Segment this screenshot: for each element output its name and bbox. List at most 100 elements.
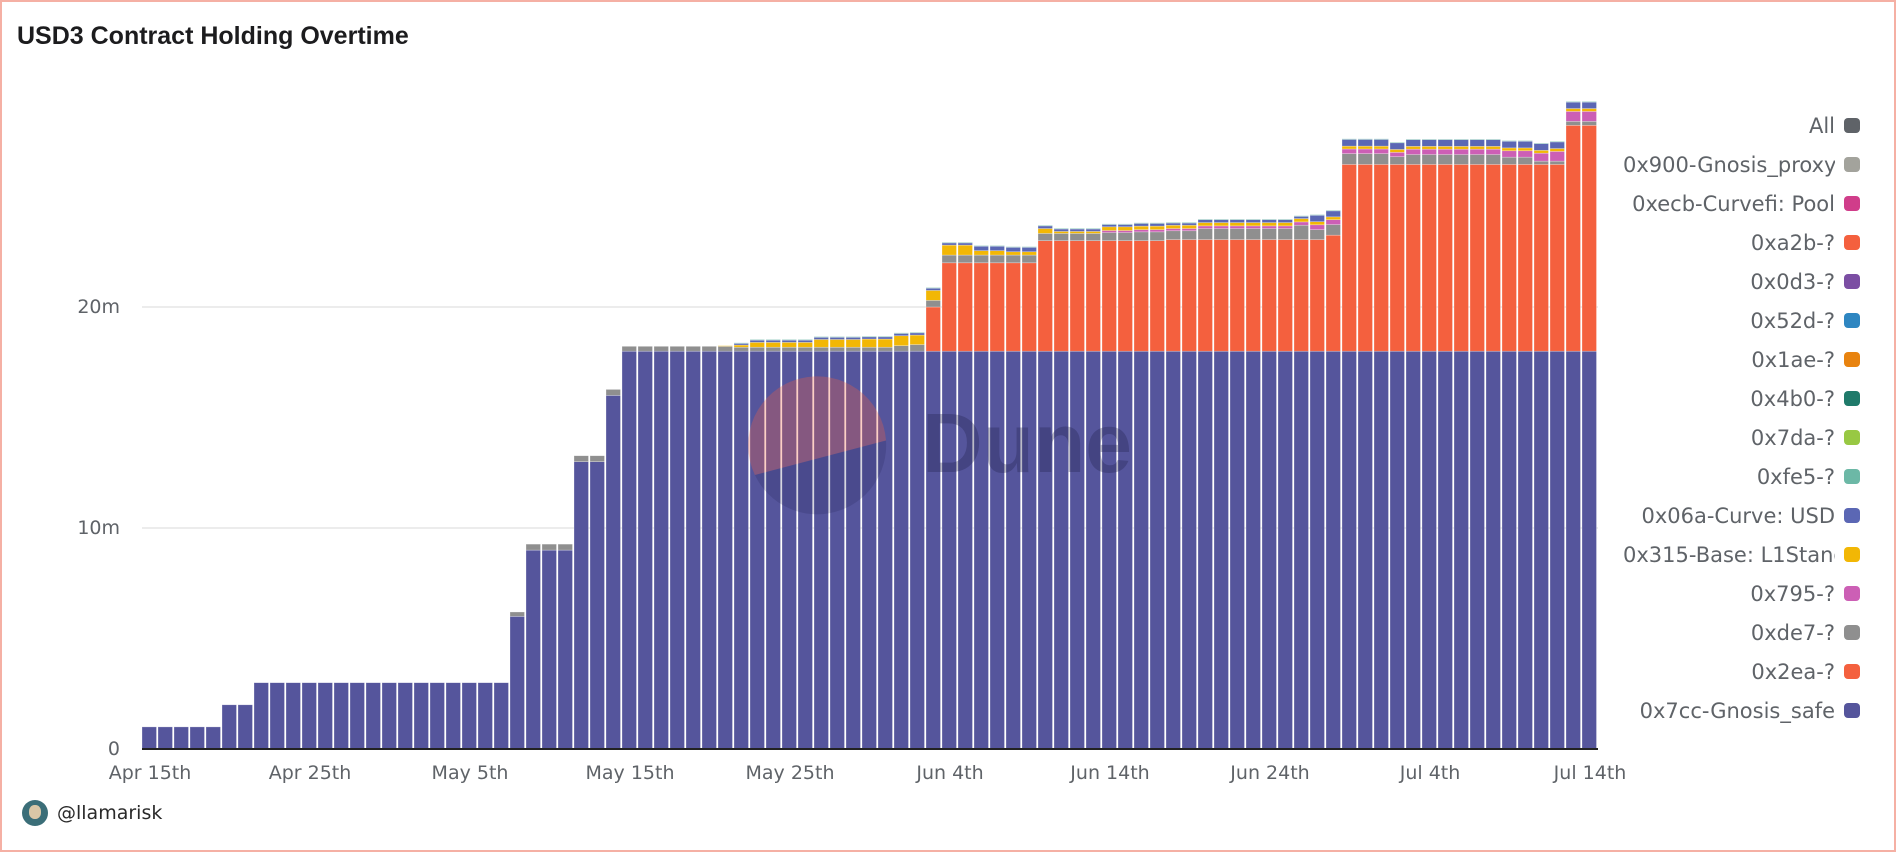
- bar-segment[interactable]: [1485, 164, 1501, 352]
- bar-segment[interactable]: [813, 336, 829, 338]
- bar-segment[interactable]: [1341, 153, 1357, 165]
- bar-segment[interactable]: [1213, 222, 1229, 227]
- bar-segment[interactable]: [1037, 240, 1053, 352]
- bar-segment[interactable]: [1309, 239, 1325, 352]
- bar-segment[interactable]: [1469, 146, 1485, 150]
- bar-segment[interactable]: [733, 342, 749, 344]
- bar-segment[interactable]: [1165, 222, 1181, 224]
- bar-segment[interactable]: [1469, 154, 1485, 165]
- bar-segment[interactable]: [1533, 164, 1549, 352]
- bar-segment[interactable]: [1101, 223, 1117, 225]
- bar-segment[interactable]: [1341, 350, 1357, 750]
- bar-segment[interactable]: [829, 336, 845, 338]
- bar-segment[interactable]: [1405, 164, 1421, 352]
- bar-segment[interactable]: [989, 250, 1005, 256]
- bar-segment[interactable]: [1245, 228, 1261, 240]
- bar-segment[interactable]: [1437, 154, 1453, 165]
- bar-segment[interactable]: [477, 682, 493, 750]
- bar-segment[interactable]: [1229, 219, 1245, 223]
- bar-segment[interactable]: [1149, 223, 1165, 227]
- bar-segment[interactable]: [1549, 140, 1565, 143]
- bar-segment[interactable]: [1069, 233, 1085, 241]
- bar-segment[interactable]: [1357, 138, 1373, 140]
- bar-segment[interactable]: [1197, 228, 1213, 240]
- bar-segment[interactable]: [909, 334, 925, 345]
- bar-segment[interactable]: [765, 339, 781, 343]
- bar-segment[interactable]: [1325, 219, 1341, 225]
- bar-segment[interactable]: [1037, 224, 1053, 227]
- bar-segment[interactable]: [861, 336, 877, 340]
- bar-segment[interactable]: [989, 262, 1005, 352]
- bar-segment[interactable]: [1501, 350, 1517, 750]
- bar-segment[interactable]: [717, 346, 733, 352]
- bar-segment[interactable]: [1309, 350, 1325, 750]
- legend-item[interactable]: 0xa2b-?: [1600, 223, 1860, 262]
- bar-segment[interactable]: [749, 346, 765, 352]
- bar-segment[interactable]: [1213, 228, 1229, 240]
- legend-item[interactable]: 0x0d3-?: [1600, 262, 1860, 301]
- bar-segment[interactable]: [1517, 140, 1533, 149]
- bar-segment[interactable]: [1405, 350, 1421, 750]
- bar-segment[interactable]: [1133, 222, 1149, 224]
- bar-segment[interactable]: [253, 682, 269, 750]
- bar-segment[interactable]: [461, 682, 477, 750]
- bar-segment[interactable]: [1437, 146, 1453, 150]
- bar-segment[interactable]: [1293, 221, 1309, 226]
- bar-segment[interactable]: [1437, 350, 1453, 750]
- bar-segment[interactable]: [973, 250, 989, 256]
- bar-segment[interactable]: [1341, 138, 1357, 140]
- bar-segment[interactable]: [605, 389, 621, 396]
- bar-segment[interactable]: [1389, 164, 1405, 352]
- bar-segment[interactable]: [445, 682, 461, 750]
- bar-segment[interactable]: [685, 346, 701, 352]
- bar-segment[interactable]: [1149, 229, 1165, 233]
- bar-segment[interactable]: [221, 704, 237, 750]
- bar-segment[interactable]: [1373, 139, 1389, 147]
- bar-segment[interactable]: [1117, 232, 1133, 241]
- bar-segment[interactable]: [685, 350, 701, 750]
- bar-segment[interactable]: [429, 682, 445, 750]
- bar-segment[interactable]: [1405, 154, 1421, 165]
- bar-segment[interactable]: [1037, 228, 1053, 234]
- bar-segment[interactable]: [1373, 148, 1389, 154]
- bar-segment[interactable]: [1197, 225, 1213, 229]
- bar-segment[interactable]: [269, 682, 285, 750]
- legend-item[interactable]: 0xde7-?: [1600, 613, 1860, 652]
- bar-segment[interactable]: [1453, 138, 1469, 141]
- bar-segment[interactable]: [1421, 146, 1437, 150]
- bar-segment[interactable]: [1053, 228, 1069, 232]
- bar-segment[interactable]: [237, 704, 253, 750]
- bar-segment[interactable]: [1437, 138, 1453, 141]
- bar-segment[interactable]: [1581, 350, 1597, 750]
- bar-segment[interactable]: [733, 350, 749, 750]
- bar-segment[interactable]: [509, 611, 525, 617]
- bar-segment[interactable]: [1181, 230, 1197, 240]
- legend-item[interactable]: 0x900-Gnosis_proxy: [1600, 145, 1860, 184]
- bar-segment[interactable]: [157, 726, 173, 750]
- bar-segment[interactable]: [1501, 156, 1517, 165]
- bar-segment[interactable]: [1309, 214, 1325, 222]
- bar-segment[interactable]: [861, 338, 877, 348]
- bar-segment[interactable]: [1165, 224, 1181, 229]
- bar-segment[interactable]: [1501, 140, 1517, 142]
- bar-segment[interactable]: [1581, 108, 1597, 112]
- bar-segment[interactable]: [813, 339, 829, 348]
- bar-segment[interactable]: [1261, 218, 1277, 221]
- bar-segment[interactable]: [1565, 350, 1581, 750]
- bar-segment[interactable]: [1421, 139, 1437, 147]
- bar-segment[interactable]: [413, 682, 429, 750]
- bar-segment[interactable]: [509, 616, 525, 750]
- bar-segment[interactable]: [1277, 228, 1293, 240]
- legend-item[interactable]: 0xfe5-?: [1600, 457, 1860, 496]
- bar-segment[interactable]: [813, 346, 829, 352]
- avatar[interactable]: [22, 800, 48, 826]
- bar-segment[interactable]: [1373, 164, 1389, 352]
- bar-segment[interactable]: [813, 336, 829, 340]
- bar-segment[interactable]: [1197, 350, 1213, 750]
- bar-segment[interactable]: [205, 726, 221, 750]
- bar-segment[interactable]: [573, 461, 589, 750]
- bar-segment[interactable]: [893, 350, 909, 750]
- bar-segment[interactable]: [1549, 164, 1565, 352]
- bar-segment[interactable]: [1469, 139, 1485, 147]
- bar-segment[interactable]: [1021, 247, 1037, 253]
